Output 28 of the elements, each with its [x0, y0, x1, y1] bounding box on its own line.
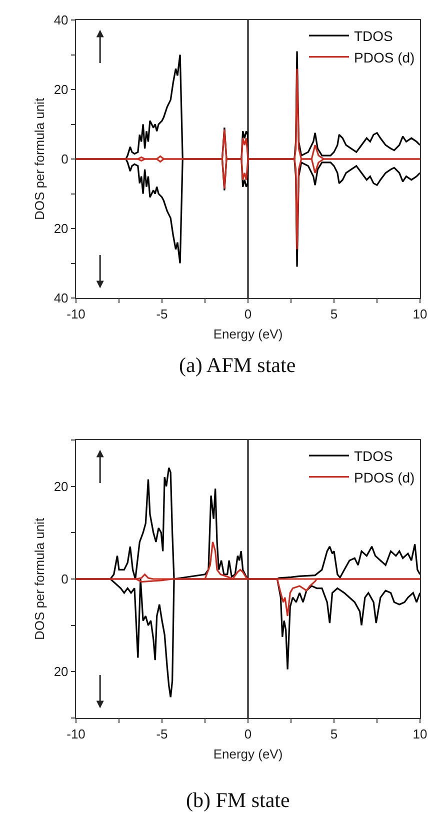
x-tick-label: 10 [412, 726, 428, 742]
x-tick-label: -5 [156, 306, 168, 322]
x-axis-title: Energy (eV) [213, 326, 283, 342]
x-tick-label: 5 [330, 306, 338, 322]
legend-label: PDOS (d) [354, 469, 415, 486]
y-tick-label: 0 [61, 152, 68, 167]
y-axis-title: DOS per formula unit [32, 518, 47, 640]
y-axis-title: DOS per formula unit [32, 98, 47, 220]
text: (b) FM state [186, 788, 290, 812]
y-tick-label: 20 [54, 82, 68, 98]
text: (a) AFM state [179, 353, 296, 377]
legend-label: TDOS [354, 28, 393, 44]
y-tick-label: 20 [54, 478, 68, 494]
y-tick-label: 0 [61, 572, 68, 587]
x-tick-label: -10 [66, 306, 86, 322]
y-tick-label: 20 [54, 664, 68, 680]
x-tick-label: -10 [66, 726, 86, 742]
x-tick-label: 10 [412, 306, 428, 322]
x-tick-label: 5 [330, 726, 338, 742]
x-tick-label: -5 [156, 726, 168, 742]
y-tick-label: 40 [54, 290, 68, 306]
legend-label: TDOS [354, 448, 393, 464]
y-tick-label: 40 [54, 12, 68, 28]
x-tick-label: 0 [244, 306, 252, 322]
y-tick-label: 20 [54, 221, 68, 236]
x-tick-label: 0 [244, 726, 252, 742]
legend-label: PDOS (d) [354, 49, 415, 66]
x-axis-title: Energy (eV) [213, 746, 283, 762]
